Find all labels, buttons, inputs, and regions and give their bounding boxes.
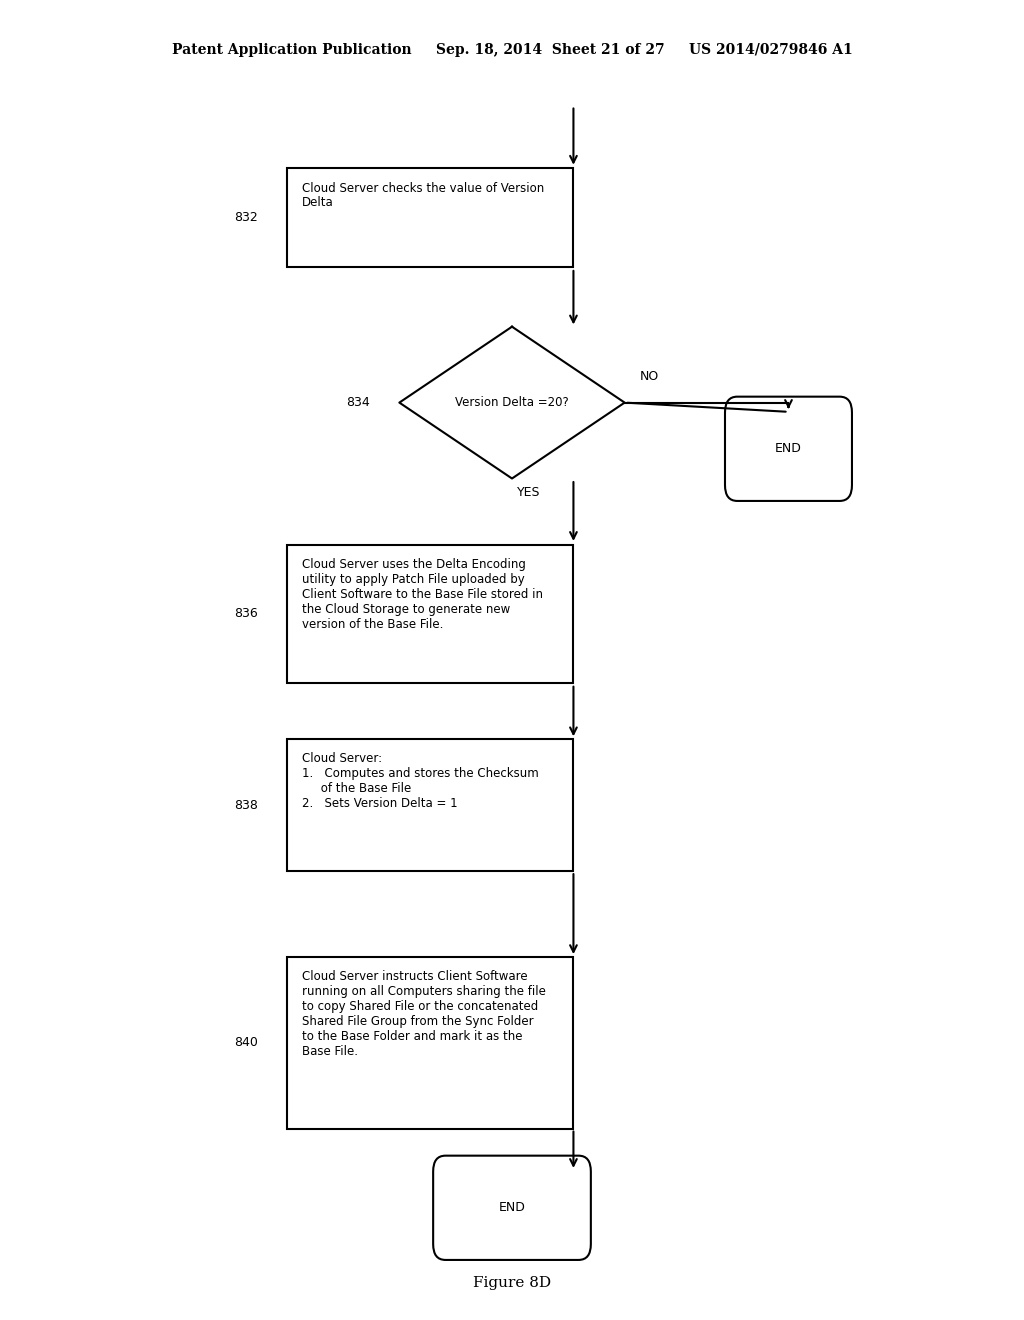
FancyBboxPatch shape [287, 544, 573, 682]
Text: Cloud Server:
1.   Computes and stores the Checksum
     of the Base File
2.   S: Cloud Server: 1. Computes and stores the… [302, 752, 539, 810]
Text: END: END [499, 1201, 525, 1214]
FancyBboxPatch shape [433, 1156, 591, 1259]
Text: 836: 836 [233, 607, 258, 620]
Text: Cloud Server uses the Delta Encoding
utility to apply Patch File uploaded by
Cli: Cloud Server uses the Delta Encoding uti… [302, 557, 543, 631]
Text: 838: 838 [233, 799, 258, 812]
Text: Cloud Server checks the value of Version
Delta: Cloud Server checks the value of Version… [302, 181, 545, 210]
Text: Version Delta =20?: Version Delta =20? [455, 396, 569, 409]
Text: 840: 840 [233, 1036, 258, 1049]
Text: YES: YES [517, 486, 541, 499]
Polygon shape [399, 327, 625, 479]
FancyBboxPatch shape [287, 957, 573, 1129]
FancyBboxPatch shape [287, 739, 573, 871]
Text: 832: 832 [233, 211, 258, 224]
Text: NO: NO [640, 370, 659, 383]
FancyBboxPatch shape [725, 396, 852, 500]
FancyBboxPatch shape [287, 169, 573, 267]
Text: Patent Application Publication     Sep. 18, 2014  Sheet 21 of 27     US 2014/027: Patent Application Publication Sep. 18, … [172, 44, 852, 57]
Text: Figure 8D: Figure 8D [473, 1276, 551, 1290]
Text: 834: 834 [346, 396, 371, 409]
Text: END: END [775, 442, 802, 455]
Text: Cloud Server instructs Client Software
running on all Computers sharing the file: Cloud Server instructs Client Software r… [302, 970, 546, 1059]
